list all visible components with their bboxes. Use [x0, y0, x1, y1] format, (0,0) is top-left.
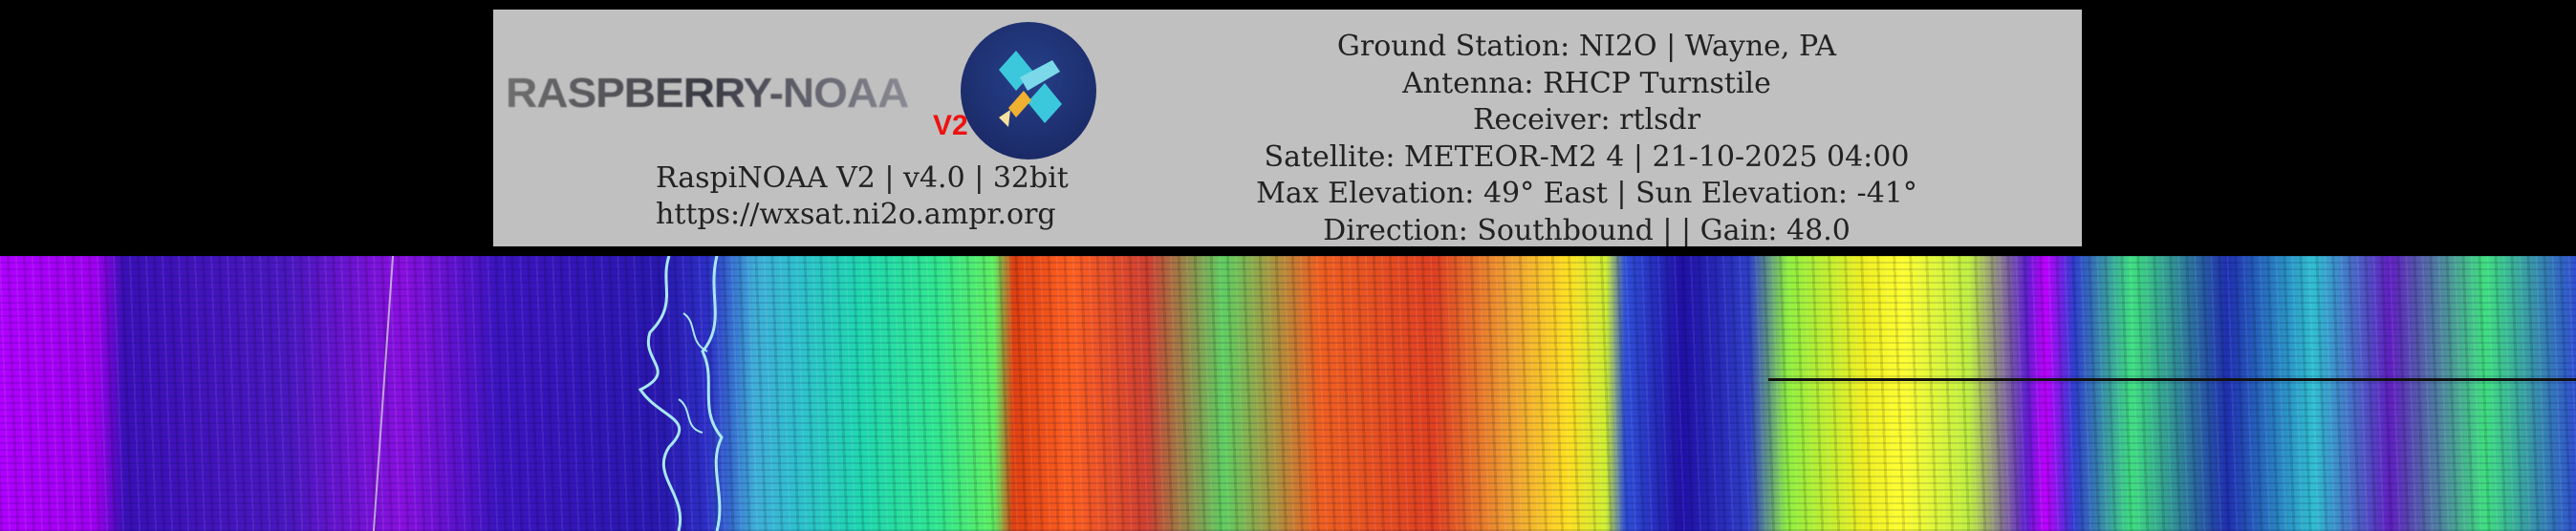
receiver: Receiver: rtlsdr — [1472, 103, 1701, 137]
station-url: https://wxsat.ni2o.ampr.org — [656, 198, 1056, 231]
elevation: Max Elevation: 49° East | Sun Elevation:… — [1256, 177, 1917, 210]
image-texture — [0, 256, 2576, 531]
signal-dropout-line — [1768, 378, 2576, 381]
ground-station: Ground Station: NI2O | Wayne, PA — [1336, 30, 1837, 63]
image-scanlines — [0, 256, 2576, 531]
satellite-thermal-image — [0, 256, 2576, 531]
logo-text: RASPBERRY-NOAA — [506, 69, 909, 117]
satellite-logo-icon — [961, 22, 1096, 159]
logo-v2-badge: V2 — [933, 110, 968, 141]
version-line: RaspiNOAA V2 | v4.0 | 32bit — [656, 161, 1069, 195]
pass-info-header: RASPBERRY-NOAA V2 RaspiNOAA V2 | v4.0 | … — [493, 10, 2082, 249]
pass-details: Ground Station: NI2O | Wayne, PA Antenna… — [1147, 29, 2026, 249]
antenna: Antenna: RHCP Turnstile — [1402, 66, 1771, 100]
satellite: Satellite: METEOR-M2 4 | 21-10-2025 04:0… — [1264, 139, 1910, 174]
direction-gain: Direction: Southbound | | Gain: 48.0 — [1323, 213, 1851, 247]
coastline-overlay — [638, 256, 724, 531]
software-info: RaspiNOAA V2 | v4.0 | 32bit https://wxsa… — [656, 160, 1069, 233]
